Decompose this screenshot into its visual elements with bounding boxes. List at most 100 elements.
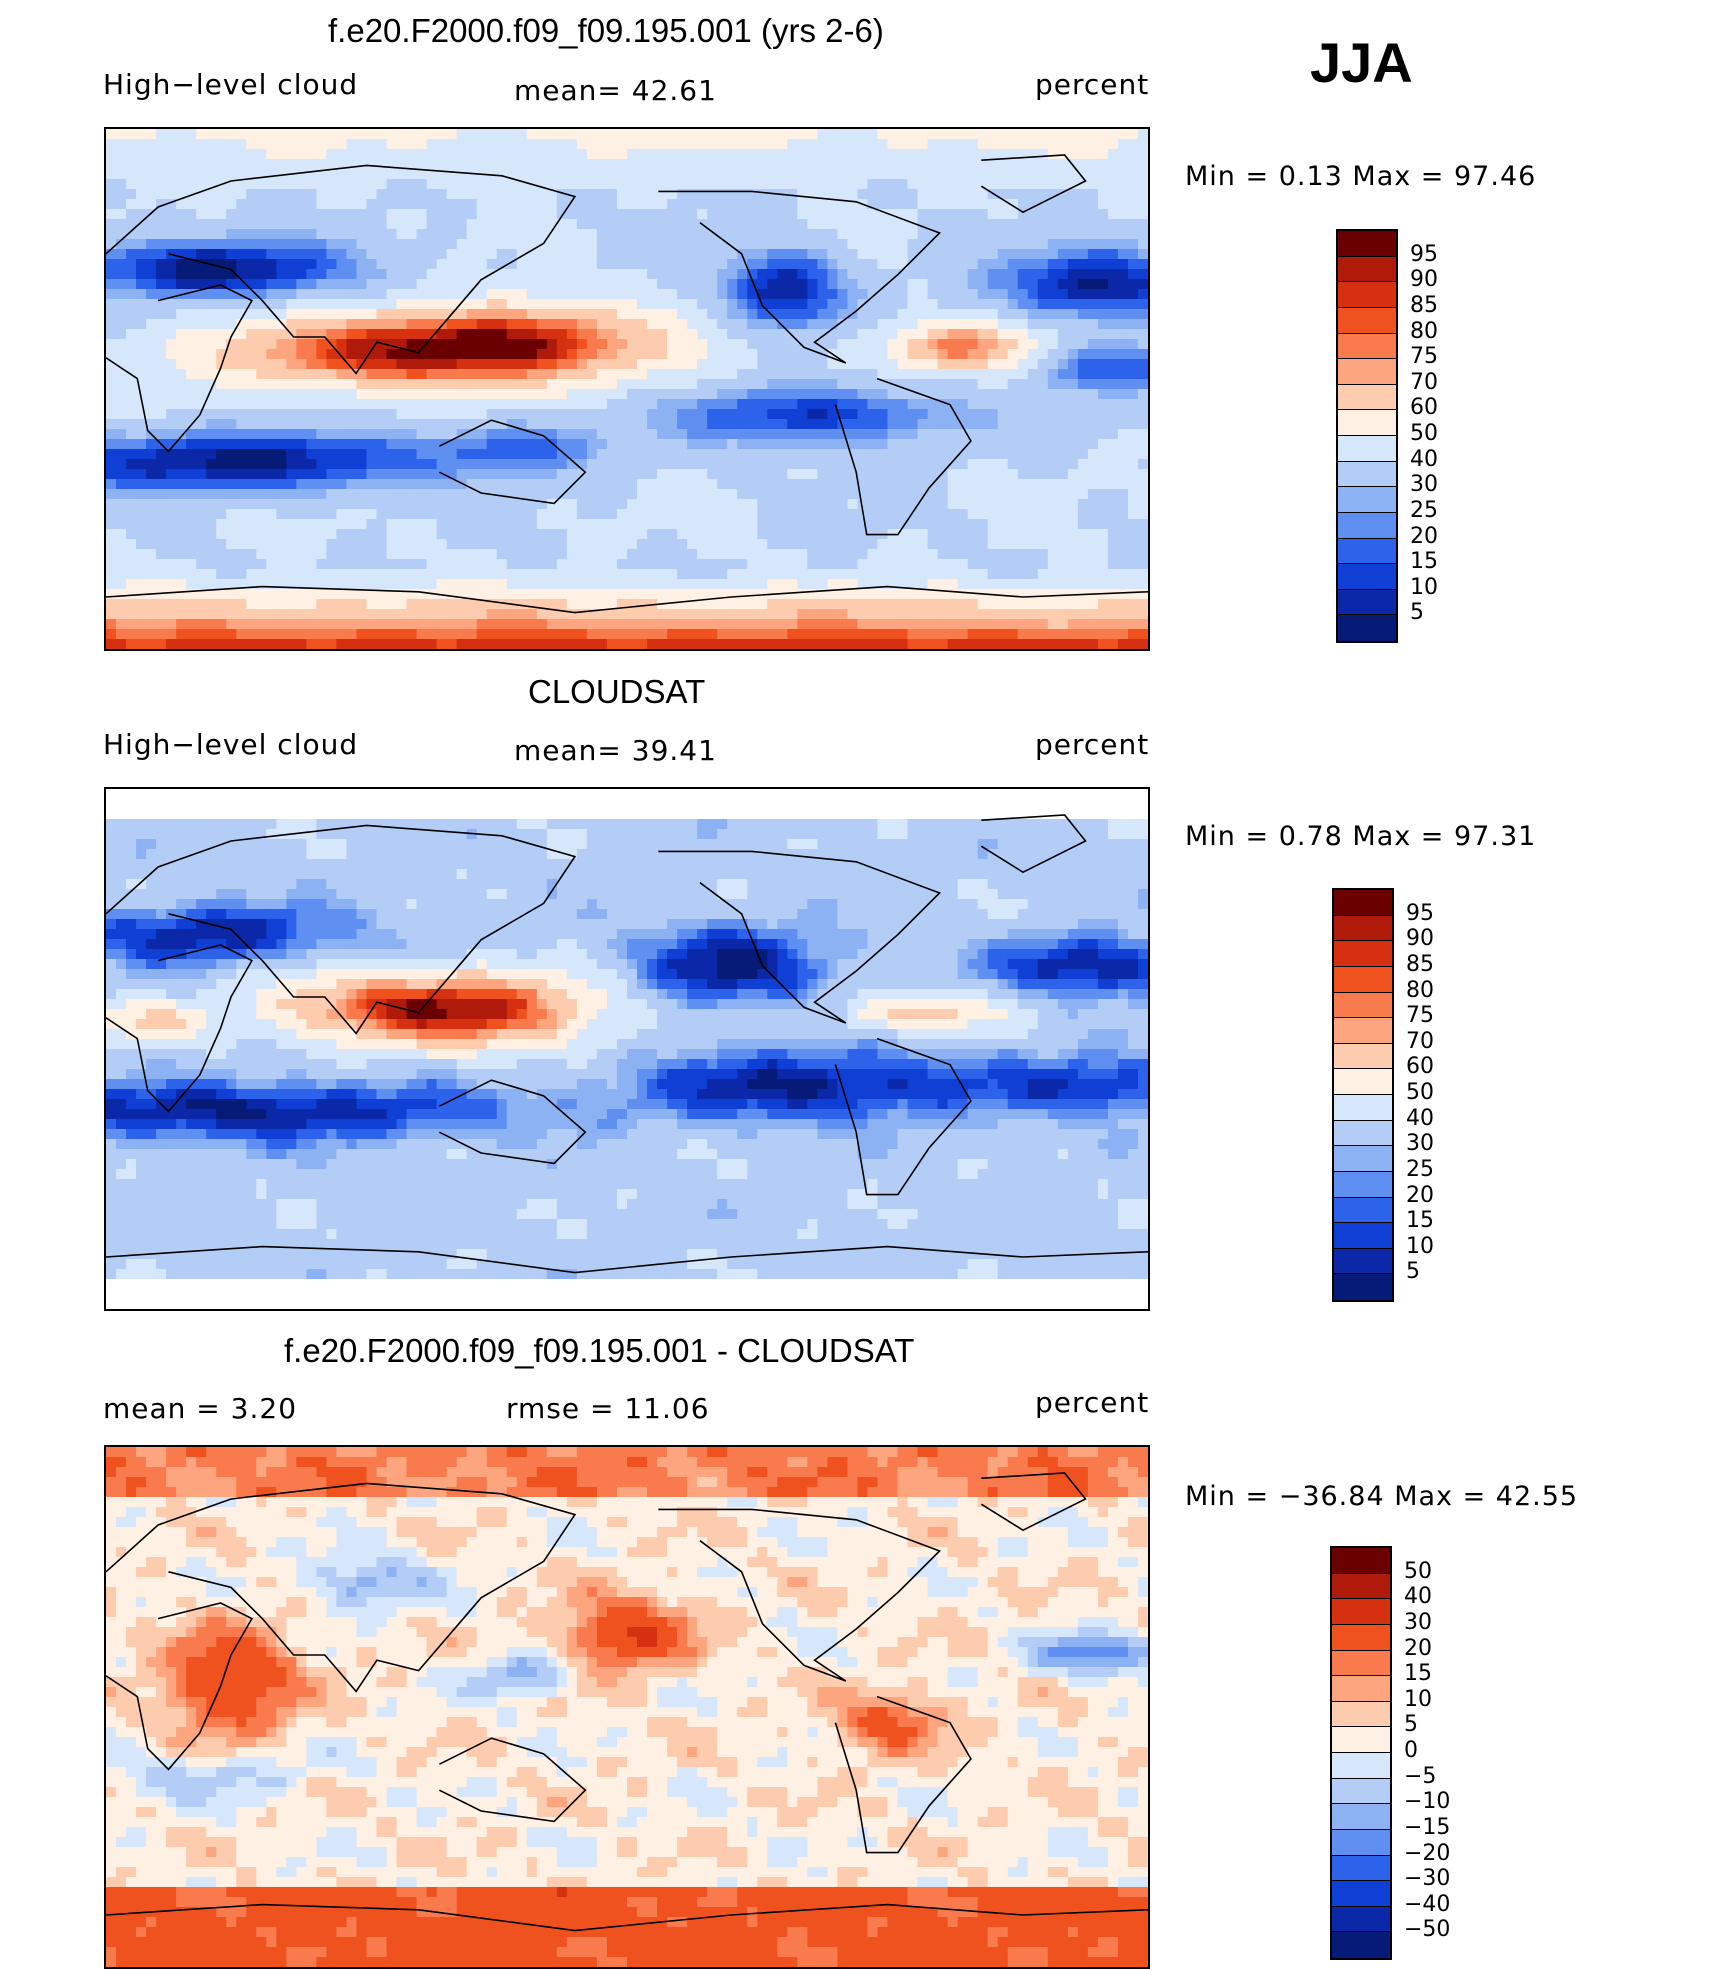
map-cell [346, 449, 358, 460]
map-cell [446, 569, 458, 580]
map-cell [146, 279, 157, 290]
map-cell [586, 429, 598, 440]
map-cell [997, 299, 1009, 310]
map-cell [677, 569, 688, 580]
map-cell [386, 269, 398, 280]
map-cell [1097, 469, 1109, 480]
panel-1-units: percent [1035, 68, 1150, 101]
map-cell [627, 449, 638, 460]
map-cell [376, 559, 388, 570]
map-cell [116, 549, 127, 560]
map-cell [927, 329, 939, 340]
map-cell [366, 249, 378, 260]
map-cell [306, 349, 317, 360]
map-cell [877, 199, 889, 210]
map-cell [857, 489, 869, 500]
map-cell [616, 459, 628, 470]
map-cell [436, 569, 448, 580]
map-cell [887, 259, 899, 270]
map-cell [356, 529, 368, 540]
map-cell [897, 449, 909, 460]
map-cell [186, 279, 197, 290]
map-cell [416, 229, 428, 240]
map-cell [546, 359, 558, 370]
map-cell [777, 429, 788, 440]
map-cell [476, 159, 488, 170]
map-cell [717, 219, 728, 230]
map-cell [847, 429, 859, 440]
map-cell [1027, 519, 1039, 530]
map-cell [276, 399, 287, 410]
map-cell [406, 439, 418, 450]
map-cell [306, 449, 317, 460]
map-cell [146, 559, 157, 570]
map-cell [296, 169, 307, 180]
map-cell [837, 589, 849, 600]
map-cell [1107, 279, 1119, 290]
map-cell [707, 409, 718, 420]
map-cell [747, 299, 758, 310]
map-cell [997, 339, 1009, 350]
map-cell [777, 359, 788, 370]
map-cell [1057, 419, 1069, 430]
map-cell [1067, 239, 1079, 250]
map-cell [747, 289, 758, 300]
map-cell [476, 279, 488, 290]
map-cell [947, 409, 959, 420]
map-cell [316, 299, 328, 310]
map-cell [286, 189, 297, 200]
map-cell [1087, 159, 1099, 170]
map-cell [707, 339, 718, 350]
map-cell [867, 409, 879, 420]
map-cell [627, 179, 638, 190]
map-cell [166, 389, 177, 400]
map-cell [476, 349, 488, 360]
map-cell [1067, 159, 1079, 170]
map-cell [356, 269, 368, 280]
map-cell [436, 389, 448, 400]
map-cell [306, 229, 317, 240]
map-cell [827, 229, 838, 240]
map-cell [286, 249, 297, 260]
map-cell [1057, 379, 1069, 390]
map-cell [156, 499, 167, 510]
map-cell [266, 539, 277, 550]
map-cell [1107, 559, 1119, 570]
map-cell [166, 509, 177, 520]
map-cell [987, 529, 999, 540]
map-cell [747, 469, 758, 480]
map-cell [486, 339, 498, 350]
map-cell [546, 269, 558, 280]
map-cell [1007, 419, 1019, 430]
map-cell [677, 409, 688, 420]
map-cell [867, 289, 879, 300]
map-cell [146, 379, 157, 390]
map-cell [486, 129, 498, 140]
map-cell [967, 439, 979, 450]
map-cell [757, 199, 768, 210]
map-cell [366, 309, 378, 320]
map-cell [977, 329, 989, 340]
map-cell [216, 409, 227, 420]
map-cell [687, 249, 698, 260]
map-cell [336, 549, 348, 560]
map-cell [576, 499, 588, 510]
map-cell [697, 139, 708, 150]
map-cell [757, 409, 768, 420]
map-cell [1107, 529, 1119, 540]
map-cell [376, 439, 388, 450]
map-cell [206, 399, 217, 410]
map-cell [376, 369, 388, 380]
map-cell [386, 459, 398, 470]
map-cell [917, 479, 929, 490]
map-cell [366, 149, 378, 160]
map-cell [536, 249, 548, 260]
map-cell [957, 249, 969, 260]
map-cell [186, 389, 197, 400]
map-cell [266, 179, 277, 190]
map-cell [1117, 419, 1129, 430]
map-cell [887, 209, 899, 220]
map-cell [1047, 459, 1059, 470]
map-cell [456, 529, 468, 540]
map-cell [156, 459, 167, 470]
